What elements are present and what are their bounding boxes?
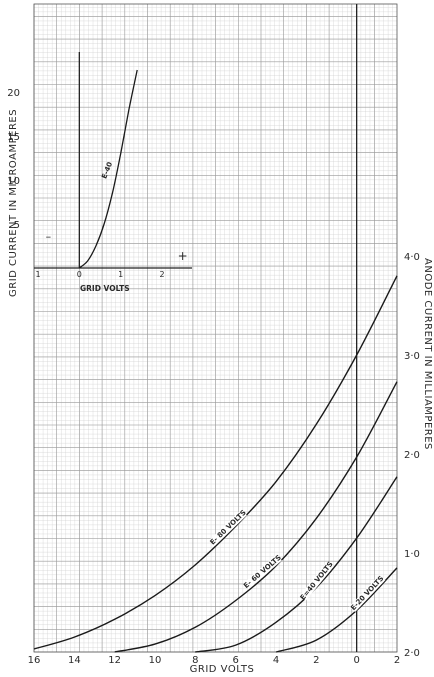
inset-x-tick-label: 0 — [77, 270, 82, 279]
x-tick-label: 6 — [232, 655, 238, 666]
x-tick-label: 4 — [273, 655, 279, 666]
x-tick-label: 14 — [68, 655, 81, 666]
x-tick-label: 2 — [313, 655, 319, 666]
curve-label-bg — [209, 509, 247, 546]
main-plot-axes: 16 14 12 10 8 6 4 2 0 22·01·02·03·04·0 — [28, 4, 420, 666]
inset-plus-marker: + — [178, 249, 188, 263]
x-axis-title: GRID VOLTS — [190, 664, 255, 675]
y-tick-label: 4·0 — [404, 252, 420, 263]
inset-x-axis-title: GRID VOLTS — [80, 284, 130, 293]
y-axis-title: ANODE CURRENT IN MILLIAMPERES — [422, 258, 433, 450]
y-tick-label: 2·0 — [404, 450, 420, 461]
x-tick-label: 8 — [192, 655, 198, 666]
y-tick-label: 1·0 — [404, 549, 420, 560]
inset-x-tick-label: 1 — [35, 270, 40, 279]
y-tick-label: 3·0 — [404, 351, 420, 362]
inset-x-tick-label: 1 — [118, 270, 123, 279]
curve-label-bg — [299, 561, 334, 601]
curve-label: E=40 VOLTS — [299, 560, 335, 602]
curve-e-60-volts — [114, 381, 398, 653]
x-tick-label: 10 — [149, 655, 162, 666]
curve-e-20-volts — [275, 567, 398, 653]
x-tick-label: 16 — [28, 655, 41, 666]
curve-label-bg — [243, 554, 282, 590]
inset-y-tick-label: 5 — [14, 220, 20, 231]
inset-y-tick-label: 20 — [7, 88, 20, 99]
inset-y-axis-title: GRID CURRENT IN MICROAMPERES — [8, 109, 19, 297]
y-tick-label: 2·0 — [404, 648, 420, 659]
curve-label-bg — [349, 574, 386, 612]
curve-e-80-volts — [33, 275, 398, 650]
graph-paper-grid — [33, 3, 398, 653]
inset-x-tick-label: 2 — [159, 270, 164, 279]
inset-curve-e-40 — [78, 69, 138, 269]
x-tick-label: 2 — [394, 655, 400, 666]
curve-label: E- 80 VOLTS — [209, 509, 248, 547]
curve-label: E- 60 VOLTS — [242, 554, 283, 590]
inset-y-tick-label: 15 — [7, 132, 20, 143]
curve-e-40-volts — [195, 476, 398, 653]
x-tick-label: 12 — [108, 655, 121, 666]
x-tick-label: 0 — [353, 655, 359, 666]
inset-minus-marker: – — [46, 230, 52, 243]
inset-y-tick-label: 10 — [7, 176, 20, 187]
